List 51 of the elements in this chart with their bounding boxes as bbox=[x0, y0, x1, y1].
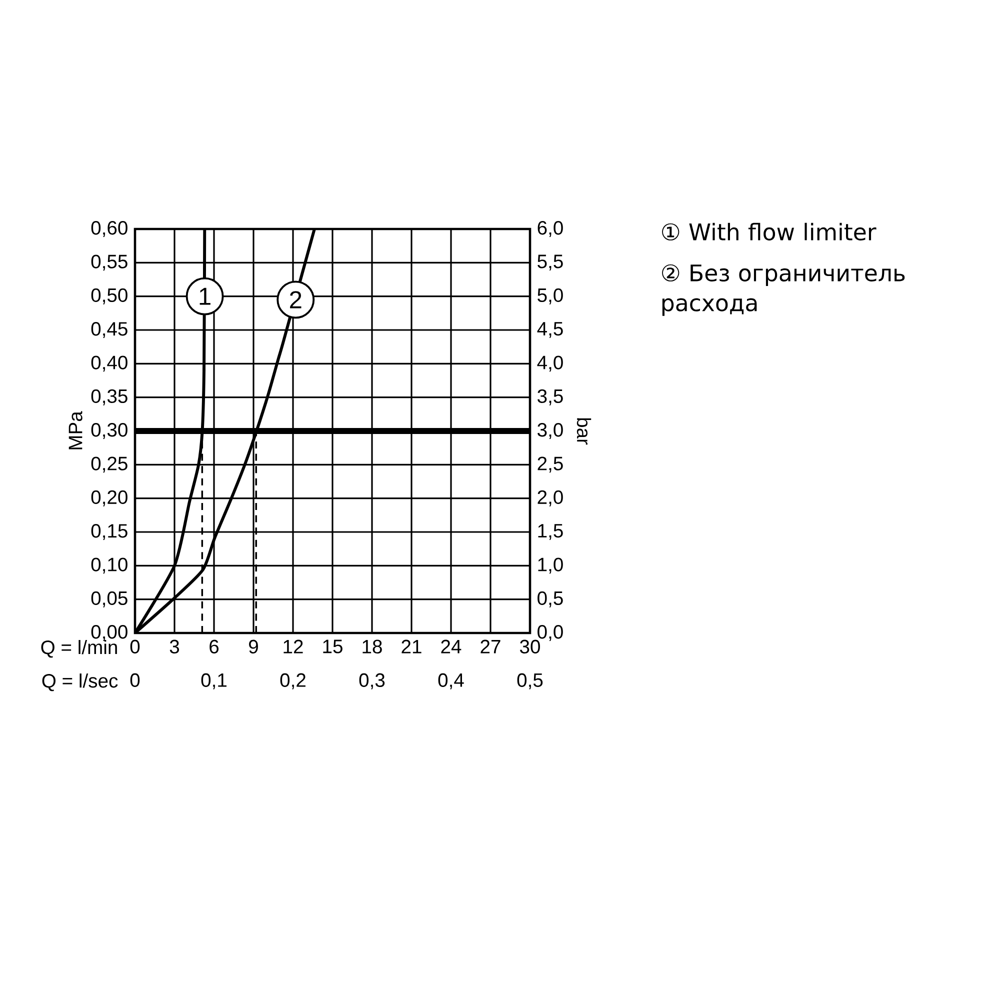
y2-tick-label: 4,5 bbox=[537, 322, 563, 338]
text: ② Без ограничитель расхода bbox=[662, 264, 905, 316]
x2-tick-label: 0,4 bbox=[438, 673, 464, 690]
y2-tick-label: 3,0 bbox=[538, 423, 563, 439]
x-tick-label: 9 bbox=[249, 640, 258, 654]
x2-tick-label: 0,2 bbox=[280, 673, 306, 690]
y-axis-title: MPa bbox=[68, 411, 82, 450]
y-tick-label: 0,60 bbox=[91, 221, 128, 237]
y2-tick-label: 0,5 bbox=[538, 591, 563, 608]
text: ① With flow limiter bbox=[662, 222, 876, 241]
y-tick-label: 0,35 bbox=[91, 389, 128, 406]
y2-tick-label: 0,0 bbox=[538, 625, 563, 641]
x2-tick-label: 0 bbox=[130, 673, 140, 687]
x-tick-label: 24 bbox=[441, 640, 462, 654]
y2-axis-title: bar bbox=[576, 418, 592, 445]
x-tick-label: 18 bbox=[362, 640, 382, 654]
y-tick-label: 0,40 bbox=[91, 356, 128, 372]
x2-tick-label: 0,1 bbox=[201, 673, 226, 690]
y2-tick-label: 3,5 bbox=[538, 389, 563, 406]
y2-tick-label: 5,0 bbox=[538, 288, 563, 304]
y-tick-label: 0,05 bbox=[91, 591, 128, 608]
x-axis-title: Q = l/min bbox=[41, 640, 117, 658]
y-tick-label: 0,15 bbox=[91, 524, 128, 540]
y2-tick-label: 2,0 bbox=[538, 490, 563, 506]
annotation: 1 bbox=[200, 288, 210, 305]
y-tick-label: 0,55 bbox=[91, 254, 128, 271]
x-tick-label: 0 bbox=[130, 640, 140, 654]
x2-tick-label: 0,3 bbox=[359, 673, 385, 690]
x-tick-label: 21 bbox=[402, 640, 422, 654]
y-tick-label: 0,50 bbox=[91, 288, 128, 304]
y2-tick-label: 6,0 bbox=[538, 221, 563, 237]
y-tick-label: 0,25 bbox=[91, 456, 128, 473]
x-tick-label: 6 bbox=[210, 640, 219, 654]
x-tick-label: 15 bbox=[323, 640, 342, 654]
y2-tick-label: 1,5 bbox=[538, 524, 563, 540]
y2-tick-label: 5,5 bbox=[538, 254, 563, 271]
x-tick-label: 27 bbox=[480, 640, 500, 654]
y-tick-label: 0,00 bbox=[91, 625, 128, 641]
y-tick-label: 0,10 bbox=[91, 558, 128, 574]
x2-tick-label: 0,5 bbox=[517, 673, 543, 690]
x2-axis-title: Q = l/sec bbox=[42, 673, 118, 692]
x-tick-label: 3 bbox=[170, 640, 180, 654]
y-tick-label: 0,45 bbox=[91, 322, 128, 338]
y-tick-label: 0,20 bbox=[91, 490, 128, 506]
y2-tick-label: 1,0 bbox=[538, 558, 563, 574]
y-tick-label: 0,30 bbox=[91, 423, 128, 439]
y2-tick-label: 4,0 bbox=[537, 356, 563, 372]
x-tick-label: 30 bbox=[520, 640, 540, 654]
annotation: 2 bbox=[290, 291, 302, 308]
y2-tick-label: 2,5 bbox=[538, 456, 563, 473]
x-tick-label: 12 bbox=[284, 640, 303, 654]
